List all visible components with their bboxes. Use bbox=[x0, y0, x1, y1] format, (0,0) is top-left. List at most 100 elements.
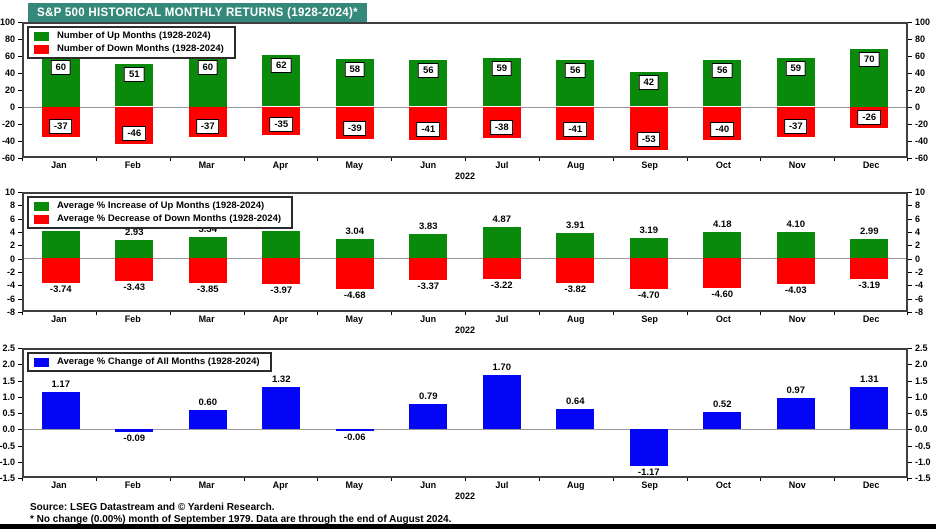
y-tick-mark bbox=[18, 258, 22, 260]
down-bar-jun bbox=[409, 258, 448, 281]
all-bar-dec bbox=[850, 387, 889, 429]
x-tick-mark bbox=[686, 158, 688, 161]
x-tick-label-sep: Sep bbox=[641, 314, 658, 324]
up-bar-may bbox=[335, 238, 374, 259]
up-value-label-jul: 59 bbox=[491, 60, 513, 76]
all-value-label-jul: 1.70 bbox=[492, 362, 512, 374]
y-tick-label: 2.0 bbox=[2, 359, 15, 370]
down-value-label-feb: -3.43 bbox=[123, 281, 146, 293]
x-axis: Jan Feb Mar Apr May Jun Jul Aug Sep Oct Nov Dec bbox=[22, 312, 908, 324]
y-tick-mark bbox=[908, 478, 912, 479]
x-tick-label-aug: Aug bbox=[566, 480, 585, 490]
legend: Average % Change of All Months (1928-202… bbox=[27, 352, 272, 372]
y-tick-mark bbox=[18, 218, 22, 220]
down-value-label-mar: -37 bbox=[195, 119, 220, 135]
down-value-label-aug: -41 bbox=[563, 122, 588, 138]
y-tick-label: 0 bbox=[915, 102, 921, 112]
all-bar-nov bbox=[776, 398, 815, 429]
x-tick-label-jul: Jul bbox=[495, 160, 509, 170]
x-tick-mark bbox=[243, 478, 245, 481]
y-tick-mark bbox=[908, 22, 912, 23]
down-legend-swatch bbox=[34, 44, 49, 54]
up-value-label-feb: 51 bbox=[123, 67, 145, 83]
y-tick-mark bbox=[18, 192, 22, 193]
x-tick-label-nov: Nov bbox=[788, 160, 806, 170]
y-tick-label: 100 bbox=[0, 17, 15, 27]
down-bar-nov bbox=[776, 258, 815, 285]
all-value-label-mar: 0.60 bbox=[198, 396, 218, 408]
up-value-label-mar: 60 bbox=[197, 60, 219, 75]
x-axis-year-label: 2022 bbox=[454, 325, 476, 335]
y-tick-mark bbox=[908, 364, 912, 366]
y-tick-mark bbox=[908, 107, 912, 108]
x-tick-label-dec: Dec bbox=[862, 314, 880, 324]
y-tick-mark bbox=[18, 298, 22, 300]
y-tick-mark bbox=[908, 258, 912, 260]
y-tick-mark bbox=[18, 56, 22, 57]
y-tick-mark bbox=[18, 478, 22, 479]
up-value-label-apr: 62 bbox=[270, 58, 292, 74]
y-tick-mark bbox=[908, 445, 912, 447]
y-tick-label: -1.5 bbox=[915, 473, 931, 483]
x-tick-mark bbox=[686, 478, 688, 481]
down-value-label-sep: -4.70 bbox=[637, 289, 660, 301]
x-axis: Jan Feb Mar Apr May Jun Jul Aug Sep Oct Nov Dec bbox=[22, 158, 908, 170]
y-tick-label: 80 bbox=[4, 34, 15, 44]
all-value-label-apr: 1.32 bbox=[272, 374, 291, 386]
down-bar-aug bbox=[556, 258, 595, 284]
y-tick-label: 100 bbox=[915, 17, 931, 27]
down-value-label-jun: -41 bbox=[416, 122, 441, 138]
y-tick-label: 10 bbox=[4, 187, 15, 197]
down-bar-jul bbox=[482, 258, 521, 280]
x-tick-mark bbox=[95, 158, 97, 161]
y-tick-label: 0.5 bbox=[2, 408, 15, 418]
x-tick-mark bbox=[95, 478, 97, 481]
down-value-label-dec: -3.19 bbox=[858, 280, 881, 291]
down-legend-swatch bbox=[34, 214, 49, 224]
y-tick-label: -2 bbox=[915, 267, 924, 277]
up-value-label-feb: 2.93 bbox=[125, 226, 144, 238]
x-tick-mark bbox=[612, 312, 614, 315]
x-tick-label-sep: Sep bbox=[641, 480, 658, 490]
down-bar-mar bbox=[188, 258, 227, 284]
x-tick-mark bbox=[760, 158, 762, 161]
y-tick-mark bbox=[18, 413, 22, 414]
y-tick-label: 8 bbox=[9, 200, 15, 211]
up-bar-jan bbox=[41, 231, 80, 259]
all-bar-jul bbox=[482, 375, 521, 429]
legend-label: Average % Increase of Up Months (1928-20… bbox=[57, 200, 265, 211]
y-tick-mark bbox=[908, 429, 912, 431]
y-tick-label: -1.0 bbox=[915, 456, 931, 467]
y-axis-right: 100 80 60 40 20 0 -20 -40 -60 bbox=[908, 17, 936, 163]
y-tick-label: 8 bbox=[915, 200, 921, 211]
x-tick-mark bbox=[169, 478, 171, 481]
all-bar-aug bbox=[556, 408, 595, 429]
y-tick-mark bbox=[908, 348, 912, 349]
y-tick-mark bbox=[18, 205, 22, 207]
all-value-label-may: -0.06 bbox=[343, 431, 366, 443]
y-tick-label: -4 bbox=[915, 280, 924, 291]
all-bar-apr bbox=[262, 387, 301, 429]
y-tick-label: 1.0 bbox=[2, 391, 15, 402]
x-tick-label-mar: Mar bbox=[198, 480, 215, 490]
x-tick-label-dec: Dec bbox=[862, 480, 880, 490]
x-tick-mark bbox=[538, 312, 540, 315]
y-tick-mark bbox=[908, 158, 912, 159]
y-tick-label: 2 bbox=[915, 240, 921, 251]
legend-item: Average % Increase of Up Months (1928-20… bbox=[34, 200, 281, 212]
y-tick-label: 2 bbox=[9, 240, 15, 251]
chart-average-pct-up-down-months: 1086420-2-4-6-81086420-2-4-6-84.192.933.… bbox=[0, 187, 936, 338]
x-tick-mark bbox=[317, 478, 319, 481]
y-tick-label: -0.5 bbox=[0, 440, 15, 451]
x-tick-mark bbox=[538, 158, 540, 161]
y-axis-left: 2.5 2.0 1.5 1.0 0.5 0.0 -0.5 -1.0 -1.5 bbox=[0, 343, 22, 483]
x-tick-mark bbox=[686, 312, 688, 315]
y-tick-mark bbox=[908, 218, 912, 220]
y-tick-mark bbox=[18, 39, 22, 40]
y-tick-label: -8 bbox=[915, 307, 924, 317]
up-value-label-may: 58 bbox=[344, 61, 366, 77]
x-tick-label-oct: Oct bbox=[715, 480, 731, 490]
y-tick-mark bbox=[18, 22, 22, 23]
x-tick-mark bbox=[538, 478, 540, 481]
down-value-label-may: -39 bbox=[342, 120, 367, 136]
